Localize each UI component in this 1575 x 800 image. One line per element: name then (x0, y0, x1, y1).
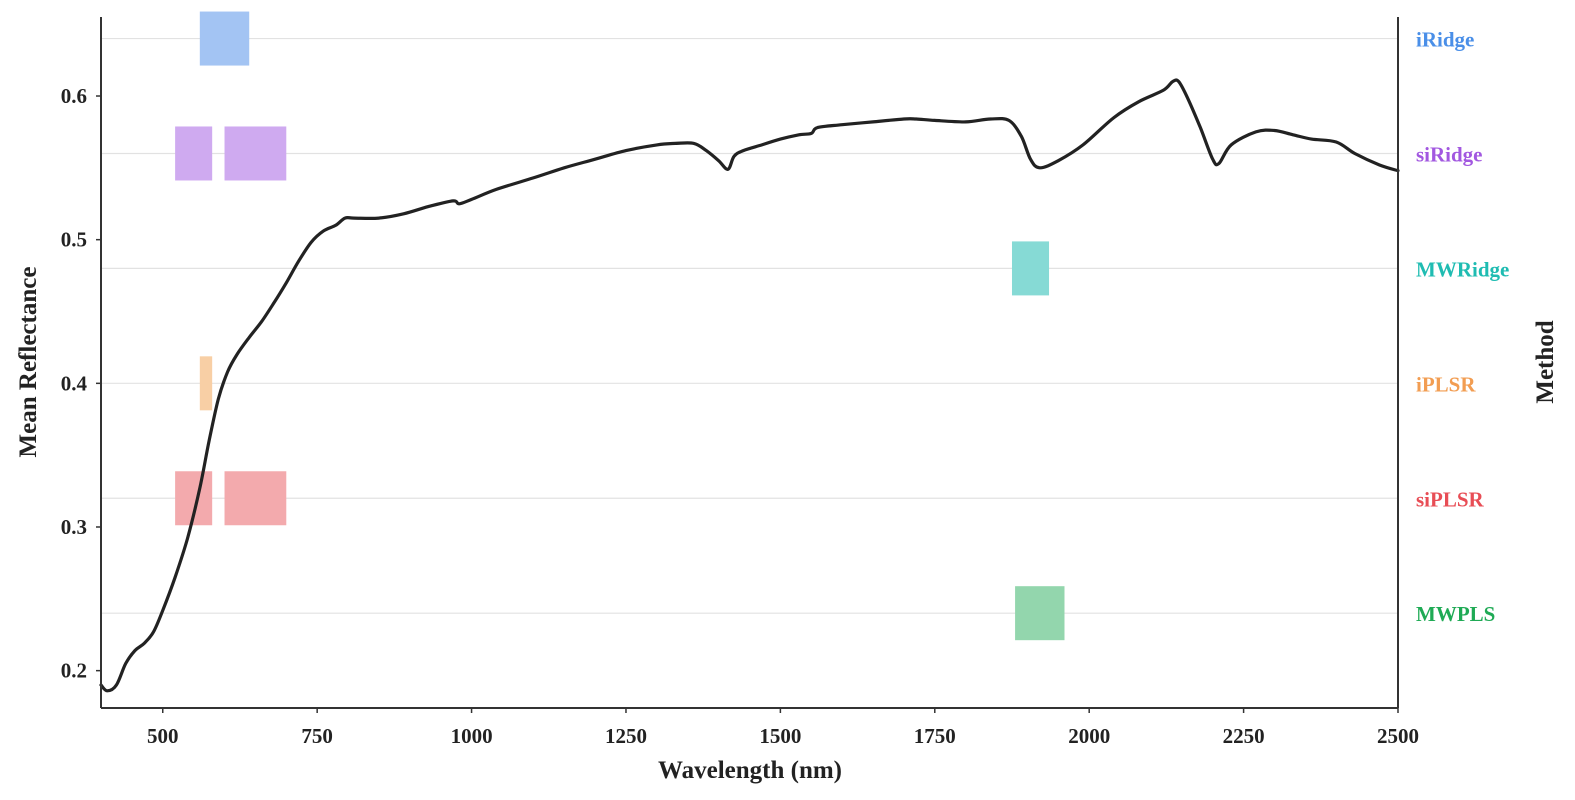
grid-layer (101, 37, 1398, 614)
y-tick-label-0.5: 0.5 (61, 228, 87, 252)
axis-layer (100, 17, 1399, 709)
x-tick-label-500: 500 (147, 724, 179, 748)
band-iridge-1 (199, 11, 250, 66)
method-label-siridge: siRidge (1416, 142, 1483, 166)
method-label-siplsr: siPLSR (1416, 487, 1485, 511)
x-tick-label-2000: 2000 (1068, 724, 1110, 748)
x-tick-label-2500: 2500 (1377, 724, 1419, 748)
tick-layer: 500 750 1000 1250 1500 1750 2000 2250 2500 0.2 0.3… (61, 84, 1419, 748)
y-tick-label-0.6: 0.6 (61, 84, 87, 108)
spectrum-line-layer (99, 78, 1400, 693)
y-tick-label-0.2: 0.2 (61, 659, 87, 683)
x-tick-label-1750: 1750 (914, 724, 956, 748)
band-iplsr-1 (199, 356, 213, 411)
mean-reflectance-line-1 (99, 78, 1400, 693)
method-label-iplsr: iPLSR (1416, 372, 1476, 396)
x-tick-label-1000: 1000 (451, 724, 493, 748)
x-tick-label-2250: 2250 (1223, 724, 1265, 748)
band-siridge-1 (175, 126, 213, 181)
right-axis-title: Method (1532, 320, 1559, 403)
y-tick-label-0.4: 0.4 (61, 371, 88, 395)
band-siplsr-2 (224, 471, 287, 526)
x-tick-label-1250: 1250 (605, 724, 647, 748)
method-label-mwpls: MWPLS (1416, 602, 1495, 626)
method-label-iridge: iRidge (1416, 28, 1474, 52)
method-label-layer: iRidge siRidge MWRidge iPLSR siPLSR MWPLS (1416, 28, 1509, 627)
method-band-layer (175, 11, 1065, 641)
method-label-mwridge: MWRidge (1416, 257, 1509, 281)
x-axis-title: Wavelength (nm) (658, 757, 842, 784)
band-siridge-2 (224, 126, 287, 181)
band-mwridge-1 (1011, 241, 1050, 296)
band-mwpls-1 (1015, 586, 1065, 641)
x-tick-label-750: 750 (301, 724, 333, 748)
x-tick-label-1500: 1500 (759, 724, 801, 748)
y-tick-label-0.3: 0.3 (61, 515, 87, 539)
y-axis-title: Mean Reflectance (15, 267, 42, 458)
